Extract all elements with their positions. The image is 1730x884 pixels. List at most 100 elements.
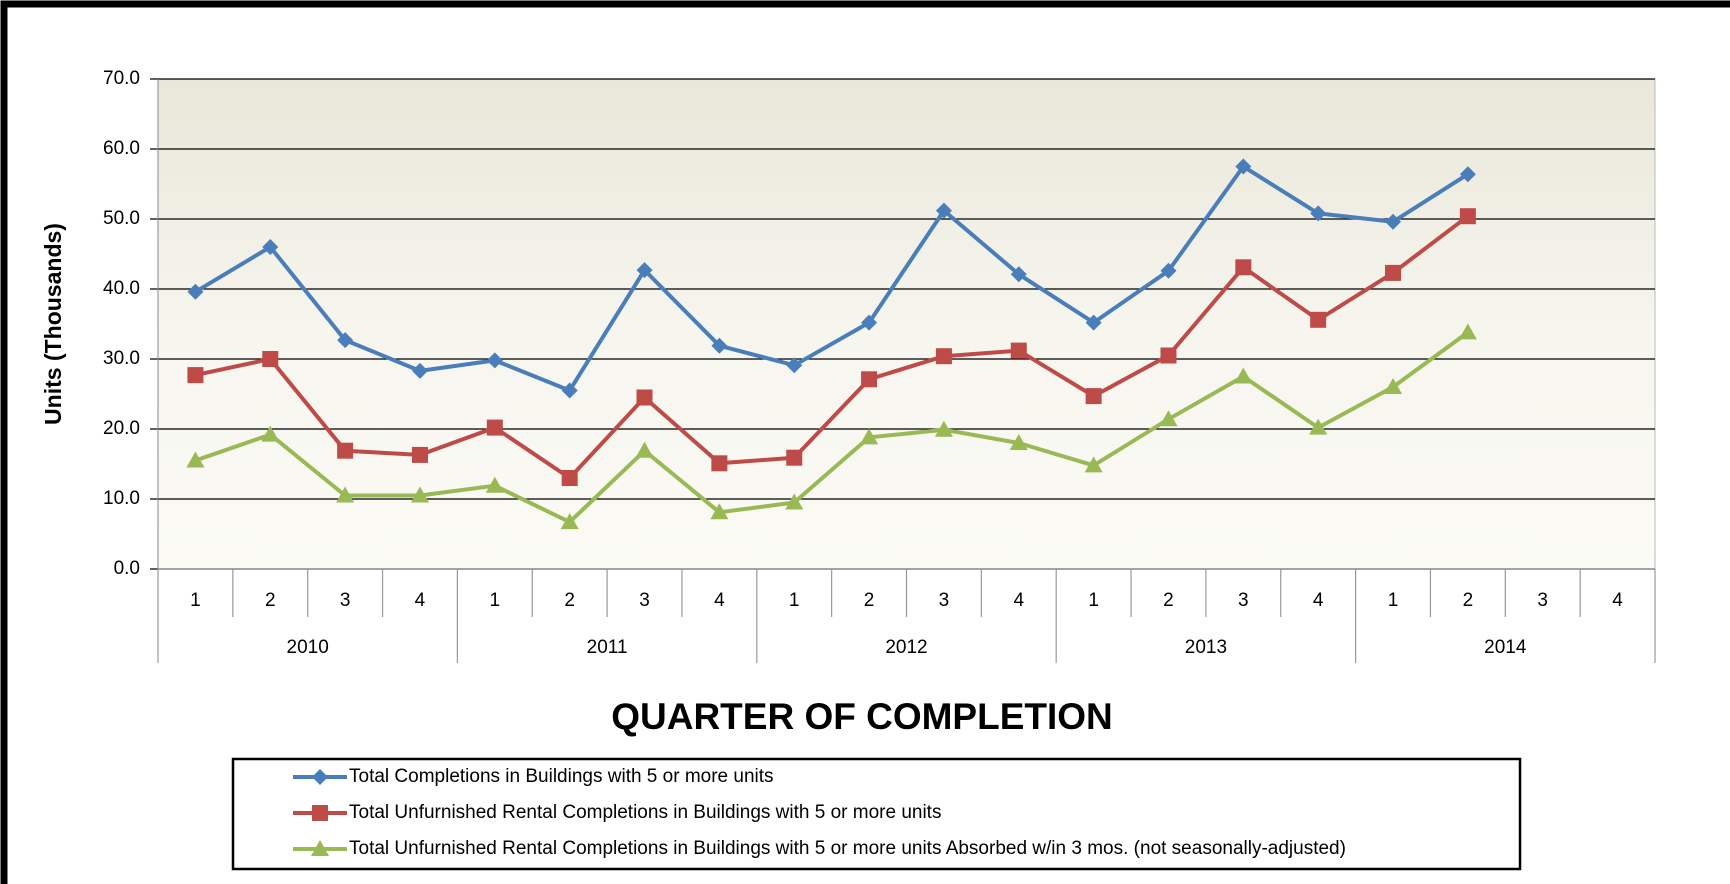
marker [411, 446, 428, 463]
marker [1384, 378, 1403, 394]
marker [935, 202, 952, 219]
marker [1159, 410, 1178, 427]
x-tick-label: 3 [1537, 590, 1548, 611]
x-tick-label: 1 [490, 590, 501, 611]
marker [485, 476, 504, 493]
marker [262, 239, 279, 255]
group-label: 2011 [587, 637, 628, 658]
marker [1235, 158, 1252, 175]
x-tick-label: 1 [190, 590, 201, 611]
legend-marker [311, 840, 329, 856]
x-tick-label: 1 [789, 590, 800, 611]
group-label: 2010 [287, 637, 329, 658]
marker [861, 371, 878, 388]
marker [1459, 208, 1476, 225]
x-tick-label: 4 [1313, 590, 1324, 611]
marker [785, 493, 804, 510]
marker [935, 348, 952, 365]
x-tick-label: 2 [1163, 590, 1174, 611]
marker [1010, 342, 1027, 359]
x-tick-label: 2 [1463, 590, 1474, 611]
x-tick-label: 2 [265, 590, 276, 611]
x-tick-label: 2 [564, 590, 575, 611]
marker [411, 362, 428, 379]
group-label: 2012 [885, 637, 927, 658]
x-axis-title: QUARTER OF COMPLETION [611, 696, 1113, 737]
x-tick-label: 4 [714, 590, 725, 611]
marker [337, 442, 354, 459]
marker [636, 389, 653, 406]
y-tick-label: 10.0 [103, 488, 140, 509]
marker [1160, 262, 1177, 279]
group-label: 2013 [1185, 637, 1227, 658]
marker [486, 419, 503, 436]
marker [1458, 323, 1477, 340]
marker [410, 486, 429, 503]
marker [786, 357, 803, 374]
series-line [194, 330, 1470, 525]
group-label: 2014 [1484, 637, 1527, 658]
marker [336, 486, 355, 503]
marker [636, 262, 653, 279]
legend [231, 757, 1522, 871]
legend-marker [312, 769, 328, 785]
marker [486, 352, 503, 369]
marker [1084, 456, 1103, 473]
marker [561, 470, 578, 486]
x-tick-label: 1 [1088, 590, 1099, 611]
marker [1385, 264, 1402, 281]
marker [861, 314, 878, 331]
y-tick-label: 50.0 [103, 208, 140, 229]
legend-label: Total Unfurnished Rental Completions in … [349, 838, 1346, 859]
series-line [194, 164, 1469, 393]
marker [186, 451, 205, 468]
marker [1385, 213, 1402, 230]
marker [1160, 347, 1177, 364]
legend-marker [312, 805, 328, 821]
marker [261, 425, 280, 442]
marker [1234, 367, 1253, 384]
marker [560, 513, 579, 530]
marker [710, 503, 729, 520]
marker [1235, 259, 1252, 276]
marker [711, 455, 728, 472]
marker [1309, 418, 1328, 435]
marker [635, 441, 654, 458]
legend-label: Total Unfurnished Rental Completions in … [349, 802, 941, 823]
legend-label: Total Completions in Buildings with 5 or… [349, 766, 774, 787]
marker [786, 449, 803, 466]
plot-area [157, 78, 1656, 570]
marker [1459, 166, 1476, 183]
x-tick-label: 1 [1388, 590, 1399, 611]
marker [1085, 388, 1102, 405]
marker [262, 351, 279, 367]
y-tick-label: 20.0 [103, 418, 140, 439]
marker [934, 420, 953, 437]
x-tick-label: 3 [1238, 590, 1249, 611]
series-line [195, 214, 1470, 480]
marker [187, 283, 204, 300]
marker [1310, 311, 1327, 328]
marker [1310, 205, 1327, 222]
marker [187, 367, 204, 384]
y-tick-label: 60.0 [103, 138, 140, 159]
x-tick-label: 2 [864, 590, 875, 611]
marker [1009, 434, 1028, 450]
y-axis-title: Units (Thousands) [40, 223, 66, 425]
marker [561, 382, 578, 399]
y-tick-label: 40.0 [103, 278, 140, 299]
x-tick-label: 4 [1612, 590, 1623, 611]
y-tick-label: 30.0 [103, 348, 140, 369]
marker [711, 337, 728, 354]
marker [1010, 266, 1027, 283]
x-tick-label: 3 [340, 590, 351, 611]
marker [860, 428, 879, 445]
x-tick-label: 3 [639, 590, 650, 611]
marker [1085, 314, 1102, 331]
marker [337, 332, 354, 349]
y-tick-label: 0.0 [114, 558, 140, 579]
x-tick-label: 3 [939, 590, 950, 611]
